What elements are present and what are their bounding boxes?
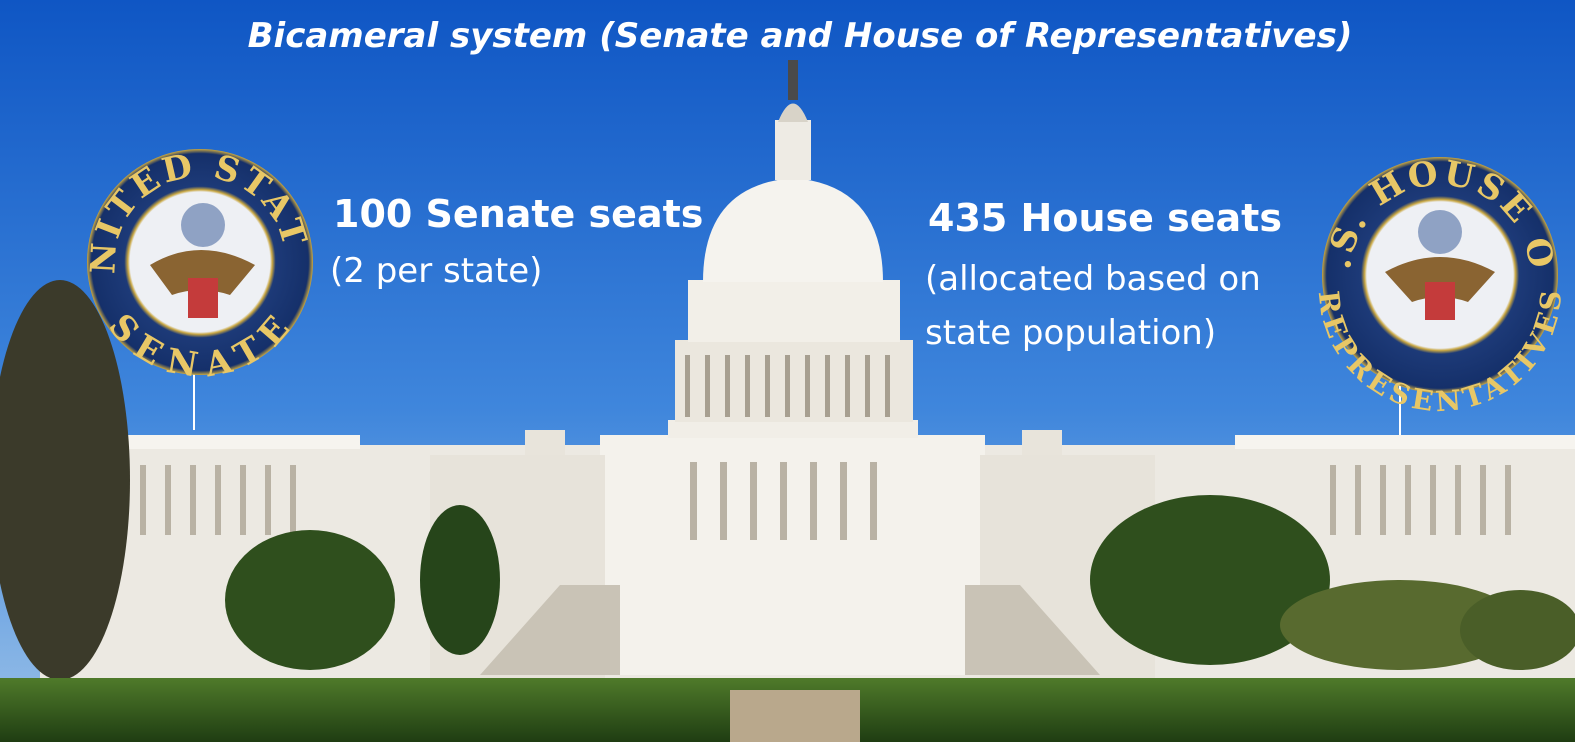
house-note-line: (allocated based on	[925, 259, 1261, 299]
house-heading: 435 House seats	[928, 196, 1282, 240]
fountain	[730, 690, 860, 742]
slide-title: Bicameral system (Senate and House of Re…	[248, 16, 1353, 56]
senate-heading: 100 Senate seats	[333, 192, 703, 236]
senate-note: (2 per state)	[330, 251, 542, 291]
slide: Bicameral system (Senate and House of Re…	[0, 0, 1575, 742]
house-note-line: state population)	[925, 313, 1216, 353]
